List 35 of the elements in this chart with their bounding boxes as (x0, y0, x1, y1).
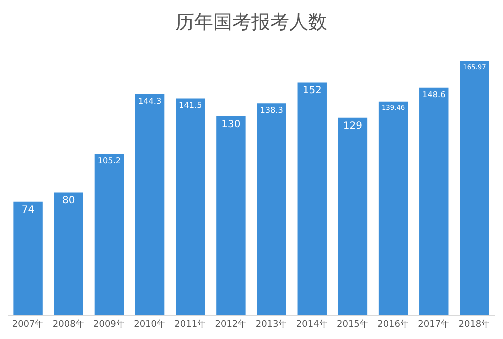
x-tick-label: 2015年 (337, 318, 369, 330)
bar (54, 192, 84, 315)
x-tick-label: 2007年 (12, 318, 44, 330)
data-label: 138.3 (260, 105, 284, 116)
data-label: 129 (343, 120, 363, 132)
bar (460, 61, 490, 315)
data-label: 130 (222, 119, 241, 130)
bar (216, 116, 246, 315)
bar (14, 202, 43, 315)
x-tick-label: 2010年 (134, 318, 166, 330)
data-label: 144.3 (138, 96, 162, 106)
bar (94, 154, 124, 315)
x-tick-label: 2012年 (215, 318, 248, 330)
x-tick-label: 2016年 (378, 318, 410, 330)
x-tick-label: 2018年 (458, 318, 491, 330)
x-tick-label: 2011年 (174, 318, 207, 330)
x-tick-label: 2009年 (94, 318, 126, 330)
bar (176, 98, 206, 315)
data-label: 105.2 (98, 156, 122, 166)
x-tick-label: 2014年 (296, 318, 328, 330)
data-label: 152 (302, 86, 322, 97)
chart-title: 历年国考报考人数 (176, 12, 328, 34)
x-tick-label: 2013年 (256, 318, 288, 330)
bar (420, 88, 449, 315)
x-tick-label: 2008年 (52, 318, 85, 330)
bar (338, 118, 368, 315)
data-label: 148.6 (422, 89, 446, 100)
bar (378, 102, 408, 315)
bar (135, 94, 165, 315)
data-label: 141.5 (179, 100, 202, 110)
bar (298, 82, 327, 315)
data-label: 74 (22, 204, 35, 216)
x-tick-label: 2017年 (418, 318, 450, 330)
data-label: 80 (62, 196, 76, 207)
bar (257, 104, 286, 315)
